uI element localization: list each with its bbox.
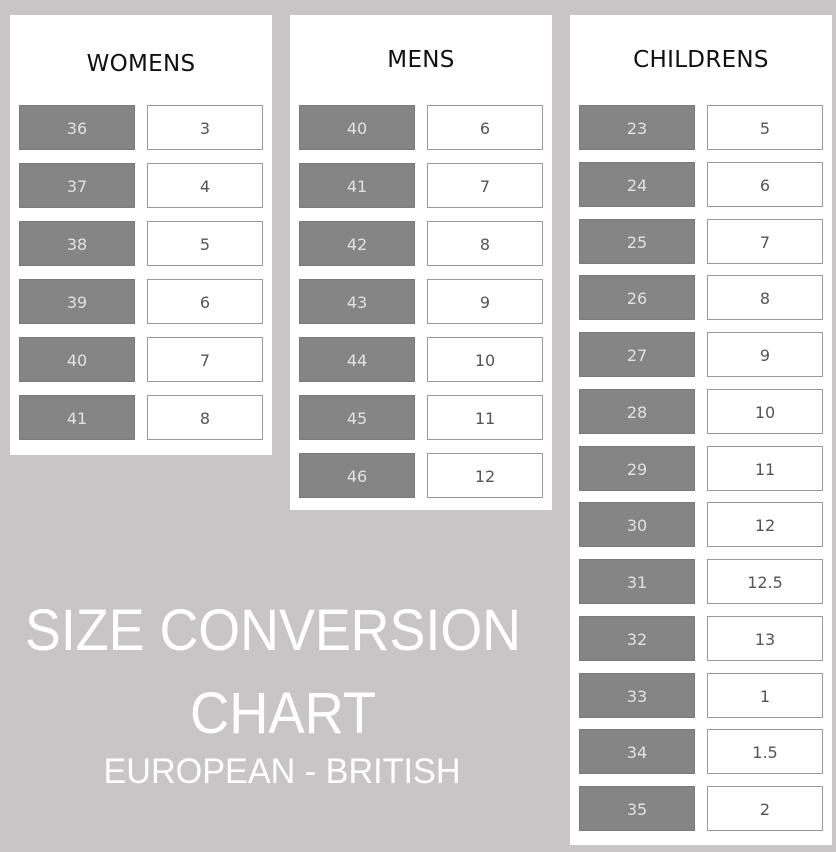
- mens-european-size: 46: [299, 453, 415, 498]
- womens-european-size: 38: [19, 221, 135, 266]
- mens-british-size: 12: [427, 453, 543, 498]
- mens-british-size: 7: [427, 163, 543, 208]
- childrens-european-size: 24: [579, 162, 695, 207]
- childrens-british-size: 10: [707, 389, 823, 434]
- childrens-british-size: 1.5: [707, 729, 823, 774]
- childrens-british-size: 9: [707, 332, 823, 377]
- childrens-british-size: 6: [707, 162, 823, 207]
- childrens-british-size: 5: [707, 105, 823, 150]
- mens-british-size: 10: [427, 337, 543, 382]
- childrens-british-size: 7: [707, 219, 823, 264]
- childrens-british-size: 2: [707, 786, 823, 831]
- childrens-british-size: 12.5: [707, 559, 823, 604]
- childrens-british-size: 13: [707, 616, 823, 661]
- childrens-european-size: 27: [579, 332, 695, 377]
- childrens-british-size: 12: [707, 502, 823, 547]
- childrens-european-size: 34: [579, 729, 695, 774]
- childrens-european-size: 31: [579, 559, 695, 604]
- childrens-title: CHILDRENS: [633, 47, 769, 73]
- childrens-european-size: 33: [579, 673, 695, 718]
- womens-title: WOMENS: [86, 51, 196, 77]
- womens-british-size: 4: [147, 163, 263, 208]
- womens-european-size: 40: [19, 337, 135, 382]
- mens-british-size: 6: [427, 105, 543, 150]
- mens-title: MENS: [387, 47, 455, 73]
- childrens-british-size: 8: [707, 275, 823, 320]
- womens-british-size: 5: [147, 221, 263, 266]
- childrens-european-size: 23: [579, 105, 695, 150]
- womens-british-size: 8: [147, 395, 263, 440]
- mens-european-size: 45: [299, 395, 415, 440]
- mens-european-size: 42: [299, 221, 415, 266]
- womens-british-size: 3: [147, 105, 263, 150]
- subtitle: EUROPEAN - BRITISH: [104, 752, 461, 791]
- childrens-european-size: 25: [579, 219, 695, 264]
- womens-european-size: 37: [19, 163, 135, 208]
- mens-british-size: 11: [427, 395, 543, 440]
- childrens-british-size: 11: [707, 446, 823, 491]
- chart-title: SIZE CONVERSION CHART EUROPEAN - BRITISH: [25, 598, 521, 791]
- mens-panel: MENS 40 6 41 7 42 8 43 9 44 10 45 11 46 12: [290, 15, 552, 510]
- childrens-european-size: 30: [579, 502, 695, 547]
- childrens-european-size: 28: [579, 389, 695, 434]
- womens-european-size: 39: [19, 279, 135, 324]
- mens-british-size: 9: [427, 279, 543, 324]
- mens-british-size: 8: [427, 221, 543, 266]
- childrens-british-size: 1: [707, 673, 823, 718]
- childrens-european-size: 35: [579, 786, 695, 831]
- childrens-european-size: 26: [579, 275, 695, 320]
- womens-european-size: 36: [19, 105, 135, 150]
- womens-british-size: 7: [147, 337, 263, 382]
- mens-european-size: 43: [299, 279, 415, 324]
- title-line-1: SIZE CONVERSION: [25, 598, 521, 663]
- mens-european-size: 41: [299, 163, 415, 208]
- mens-european-size: 44: [299, 337, 415, 382]
- childrens-european-size: 29: [579, 446, 695, 491]
- womens-european-size: 41: [19, 395, 135, 440]
- womens-panel: WOMENS 36 3 37 4 38 5 39 6 40 7 41 8: [10, 15, 272, 455]
- womens-british-size: 6: [147, 279, 263, 324]
- childrens-european-size: 32: [579, 616, 695, 661]
- childrens-panel: CHILDRENS 23 5 24 6 25 7 26 8 27 9 28 10 29 11 30 12 31 1…: [570, 15, 832, 845]
- mens-european-size: 40: [299, 105, 415, 150]
- title-line-2: CHART: [190, 681, 376, 746]
